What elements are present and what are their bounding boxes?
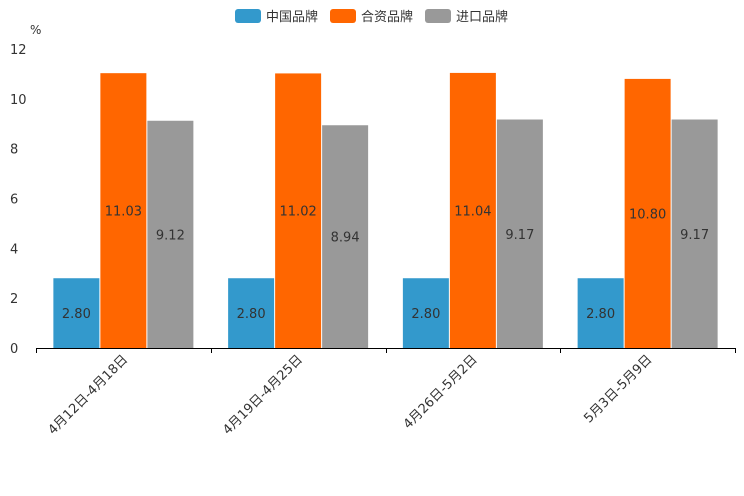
data-label: 2.80 [62,307,91,322]
data-label: 2.80 [586,307,615,322]
data-label: 11.04 [454,204,491,219]
data-label: 2.80 [411,307,440,322]
y-tick-label: 4 [10,242,18,257]
bar-series2-cat1[interactable] [100,73,147,349]
y-tick-label: 6 [10,193,18,208]
y-axis: 0 2 4 6 8 10 12 [10,43,27,357]
x-axis: 4月12日-4月18日 4月19日-4月25日 4月26日-5月2日 5月3日-5月9… [36,348,736,438]
y-tick-label: 10 [10,93,27,108]
bar-series3-cat3[interactable] [496,119,543,349]
y-tick-label: 12 [10,43,27,58]
bar-series1-cat4[interactable] [577,278,624,348]
legend: 中国品牌 合资品牌 进口品牌 [235,9,508,25]
data-label: 11.03 [105,205,142,220]
bar-series3-cat4[interactable] [671,119,718,349]
bar-series3-cat1[interactable] [147,120,194,348]
bar-series2-cat3[interactable] [449,72,496,349]
data-label: 8.94 [331,231,360,246]
bar-series2-cat4[interactable] [624,78,671,349]
legend-swatch-3[interactable] [425,9,451,23]
data-label: 10.80 [629,207,666,222]
data-label: 11.02 [280,205,317,220]
data-label: 2.80 [237,307,266,322]
bars: 2.80 11.03 9.12 2.80 11.02 8.94 2.80 11.04 9.17 2… [53,72,718,349]
y-tick-label: 8 [10,143,18,158]
y-tick-label: 0 [10,342,18,357]
x-category-label: 4月19日-4月25日 [220,352,306,438]
bar-series1-cat1[interactable] [53,278,100,348]
bar-series2-cat2[interactable] [275,73,322,348]
y-axis-unit: % [30,23,41,37]
data-label: 9.17 [505,228,534,243]
bar-series1-cat2[interactable] [228,278,275,348]
bar-series3-cat2[interactable] [322,125,369,349]
legend-label-1[interactable]: 中国品牌 [266,9,318,25]
legend-swatch-2[interactable] [330,9,356,23]
bar-series1-cat3[interactable] [402,278,449,348]
legend-label-3[interactable]: 进口品牌 [456,9,508,25]
data-label: 9.12 [156,228,185,243]
legend-swatch-1[interactable] [235,9,261,23]
y-tick-label: 2 [10,292,18,307]
x-category-label: 4月26日-5月2日 [401,352,481,432]
x-category-label: 4月12日-4月18日 [45,352,131,438]
data-label: 9.17 [680,228,709,243]
legend-label-2[interactable]: 合资品牌 [361,9,413,25]
x-category-label: 5月3日-5月9日 [581,352,655,426]
